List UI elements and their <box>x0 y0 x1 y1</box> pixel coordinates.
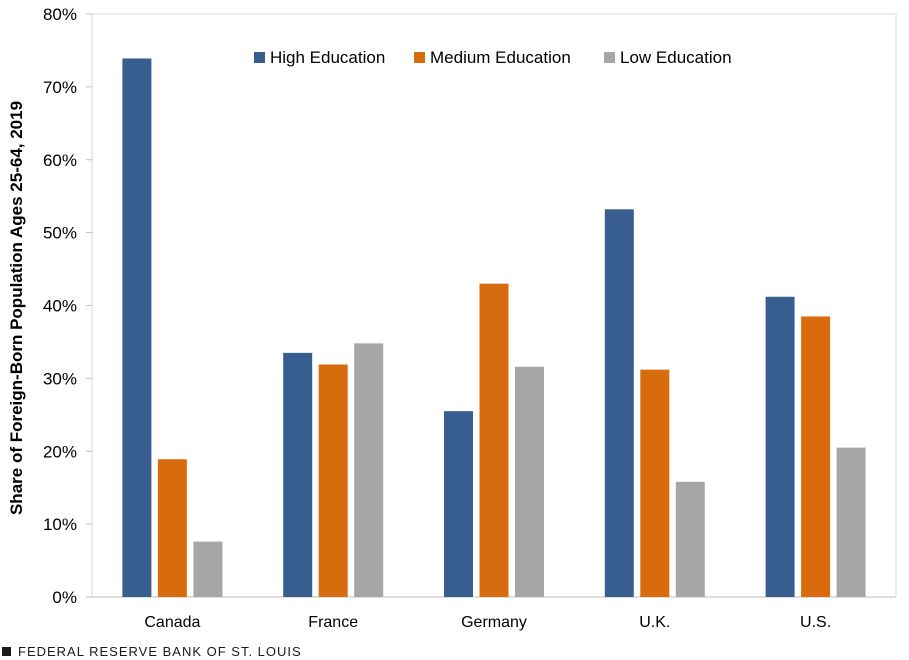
y-tick-label: 40% <box>43 297 77 316</box>
y-axis-title: Share of Foreign-Born Population Ages 25… <box>7 101 26 515</box>
x-tick-label: Germany <box>461 614 527 631</box>
legend-swatch <box>254 52 265 63</box>
bar <box>354 343 384 597</box>
bar <box>318 364 348 597</box>
square-icon <box>2 646 11 656</box>
y-tick-label: 30% <box>43 369 77 388</box>
bar <box>675 481 705 597</box>
bar <box>836 447 866 597</box>
legend-swatch <box>604 52 615 63</box>
bar <box>157 459 187 597</box>
y-tick-label: 20% <box>43 442 77 461</box>
bar <box>479 283 509 597</box>
bar <box>444 411 473 597</box>
y-tick-label: 70% <box>43 78 77 97</box>
bar <box>283 352 313 597</box>
y-tick-label: 0% <box>52 588 77 607</box>
legend: High Education Medium Education Low Educat… <box>254 48 732 67</box>
bars <box>122 58 866 598</box>
y-tick-label: 80% <box>43 5 77 24</box>
footer: FEDERAL RESERVE BANK OF ST. LOUIS <box>2 642 302 660</box>
bar <box>604 209 634 597</box>
bar <box>515 366 544 597</box>
legend-label: High Education <box>270 48 385 67</box>
bar <box>640 369 670 597</box>
y-tick-label: 60% <box>43 151 77 170</box>
bar <box>193 541 223 597</box>
x-tick-label: France <box>308 614 358 631</box>
bar <box>765 296 795 597</box>
legend-label: Low Education <box>620 48 732 67</box>
y-tick-label: 50% <box>43 224 77 243</box>
bar <box>122 58 152 598</box>
y-tick-label: 10% <box>43 515 77 534</box>
chart: 0% 10% 20% 30% 40% 50% 60% 70% 80% Canada France G… <box>7 5 897 631</box>
x-tick-label: U.S. <box>800 614 831 631</box>
source-label: FEDERAL RESERVE BANK OF ST. LOUIS <box>18 643 302 659</box>
x-axis: Canada France Germany U.K. U.S. <box>144 614 831 631</box>
bar <box>801 316 831 597</box>
x-tick-label: U.K. <box>639 614 670 631</box>
legend-label: Medium Education <box>430 48 571 67</box>
x-tick-label: Canada <box>144 614 200 631</box>
legend-swatch <box>414 52 425 63</box>
y-axis: 0% 10% 20% 30% 40% 50% 60% 70% 80% <box>43 5 92 607</box>
